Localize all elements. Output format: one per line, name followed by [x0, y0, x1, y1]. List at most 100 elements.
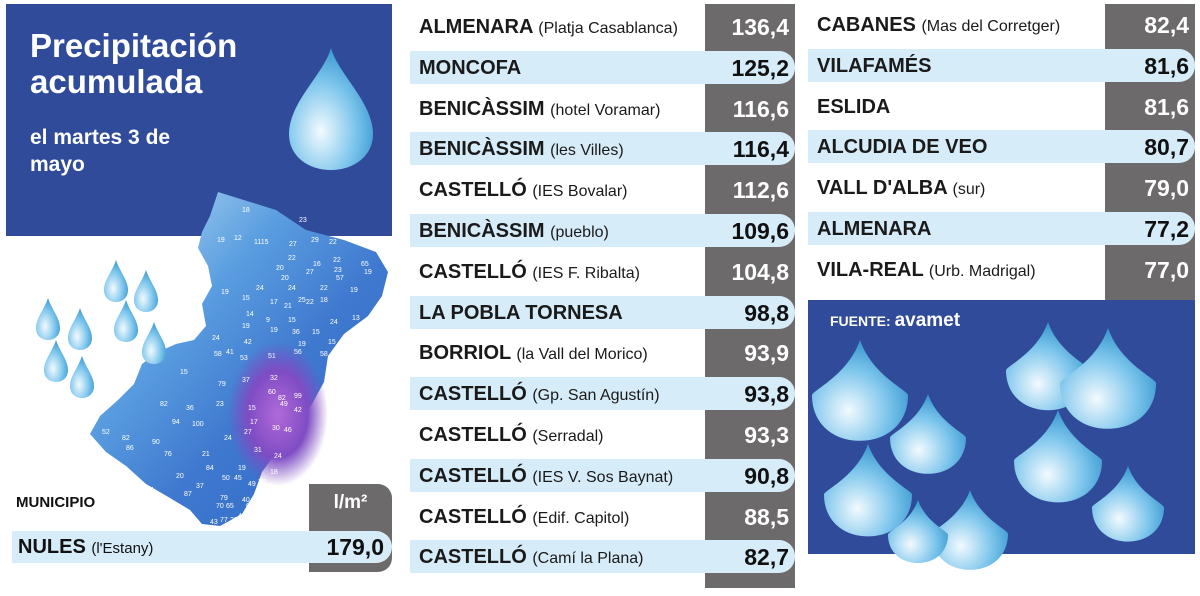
map-station-label: 27 [306, 269, 314, 276]
map-station-label: 46 [284, 427, 292, 434]
row-highlight [410, 458, 795, 492]
map-station-label: 20 [281, 275, 289, 282]
map-station-label: 18 [242, 207, 250, 214]
map-station-label: 19 [298, 341, 306, 348]
station-value: 116,4 [732, 136, 789, 163]
table-row: ALMENARA (Platja Casablanca) 136,4 [410, 6, 795, 47]
table-row: CASTELLÓ (IES Bovalar) 112,6 [410, 169, 795, 210]
map-station-label: 15 [248, 405, 256, 412]
station-name: BENICÀSSIM (hotel Voramar) [419, 97, 661, 120]
map-station-label: 76 [164, 451, 172, 458]
map-station-label: 19 [350, 287, 358, 294]
station-value: 80,7 [1144, 134, 1189, 161]
table-row: ESLIDA 81,6 [808, 86, 1195, 127]
row-highlight [808, 130, 1195, 164]
station-name: ESLIDA [817, 95, 891, 118]
map-station-label: 49 [280, 401, 288, 408]
drop-icon [932, 490, 1008, 570]
map-station-label: 58 [214, 351, 222, 358]
station-name: VALL D'ALBA (sur) [817, 177, 986, 200]
map-station-label: 23 [216, 401, 224, 408]
station-value: 93,3 [744, 422, 789, 448]
drop-icon [1014, 410, 1102, 503]
map-station-label: 15 [312, 329, 320, 336]
map-station-label: 82 [160, 401, 168, 408]
table-row: VILAFAMÉS 81,6 [808, 45, 1195, 86]
map-station-label: 37 [242, 377, 250, 384]
map-station-label: 19 [217, 237, 225, 244]
table-row: MONCOFA 125,2 [410, 47, 795, 88]
row-highlight [410, 377, 795, 411]
drop-icon [888, 500, 948, 563]
map-station-label: 42 [294, 407, 302, 414]
station-value: 93,9 [744, 340, 789, 367]
row-highlight [808, 212, 1195, 245]
station-value: 112,6 [732, 177, 789, 204]
map-station-label: 53 [240, 355, 248, 362]
table-row: CASTELLÓ (Camí la Plana) 82,7 [410, 536, 795, 577]
station-name: CASTELLÓ (Gp. San Agustín) [419, 383, 660, 406]
station-name: CASTELLÓ (IES V. Sos Baynat) [419, 464, 674, 487]
map-station-label: 22 [306, 299, 314, 306]
map-station-label: 86 [126, 445, 134, 452]
row-highlight [410, 295, 795, 329]
map-station-label: 65 [226, 503, 234, 510]
small-drops-icon [36, 260, 166, 398]
map-station-label: 27 [289, 241, 297, 248]
big-drop-icon [289, 48, 373, 170]
station-name: CASTELLÓ (IES F. Ribalta) [419, 260, 640, 283]
map-station-label: 18 [320, 297, 328, 304]
drop-icon [1092, 466, 1164, 542]
table-row: CASTELLÓ (Gp. San Agustín) 93,8 [410, 373, 795, 414]
table-row: BENICÀSSIM (hotel Voramar) 116,6 [410, 88, 795, 129]
station-name: CASTELLÓ (Serradal) [419, 424, 604, 446]
map-station-label: 50 [222, 475, 230, 482]
map-station-label: 18 [270, 469, 278, 476]
row-highlight [410, 50, 795, 84]
map-station-label: 15 [242, 295, 250, 302]
map-station-label: 70 [216, 503, 224, 510]
drop-icon [812, 340, 908, 441]
map-station-label: 37 [196, 483, 204, 490]
map-station-label: 56 [294, 349, 302, 356]
map-station-label: 24 [212, 335, 220, 342]
map-station-label: 79 [218, 381, 226, 388]
unit-header: l/m² [333, 492, 368, 513]
map-station-label: 100 [192, 421, 204, 428]
station-name: ALCUDIA DE VEO [817, 136, 988, 159]
map-station-label: 15 [328, 339, 336, 346]
map-station-label: 12 [234, 235, 242, 242]
station-value: 90,8 [744, 462, 789, 489]
table-row: CASTELLÓ (IES V. Sos Baynat) 90,8 [410, 455, 795, 496]
station-name: CASTELLÓ (Camí la Plana) [419, 546, 644, 569]
drop-icon [1060, 328, 1156, 429]
map-station-label: 21 [202, 451, 210, 458]
map-station-label: 49 [248, 481, 256, 488]
station-name: MONCOFA [419, 56, 522, 79]
station-value: 82,7 [744, 544, 789, 571]
heavy-rain-zone [228, 342, 328, 486]
row-highlight [410, 132, 795, 166]
map-station-label: 84 [206, 465, 214, 472]
table-row: CASTELLÓ (IES F. Ribalta) 104,8 [410, 251, 795, 292]
table-row: CASTELLÓ (Edif. Capitol) 88,5 [410, 496, 795, 537]
map-station-label: 25 [298, 297, 306, 304]
map-station-label: 60 [268, 389, 276, 396]
station-name: ALMENARA [817, 218, 932, 240]
station-value: 93,8 [744, 381, 789, 408]
map-station-label: 29 [311, 237, 319, 244]
map-station-label: 40 [242, 497, 250, 504]
station-name: BENICÀSSIM (les Villes) [419, 138, 624, 161]
table-row: BENICÀSSIM (pueblo) 109,6 [410, 210, 795, 251]
table-row: VILA-REAL (Urb. Madrigal) 77,0 [808, 249, 1195, 290]
ranking-column-middle: ALMENARA (Platja Casablanca) 136,4 MONCOFA… [410, 4, 795, 588]
map-station-label: 77 [258, 479, 266, 486]
map-station-label: 21 [284, 303, 292, 310]
map-station-label: 58 [320, 351, 328, 358]
table-row: CABANES (Mas del Corretger) 82,4 [808, 4, 1195, 45]
map-station-label: 13 [352, 315, 360, 322]
map-station-label: 30 [272, 425, 280, 432]
map-station-label: 99 [294, 393, 302, 400]
map-station-label: 22 [288, 255, 296, 262]
map-station-label: 82 [122, 435, 130, 442]
